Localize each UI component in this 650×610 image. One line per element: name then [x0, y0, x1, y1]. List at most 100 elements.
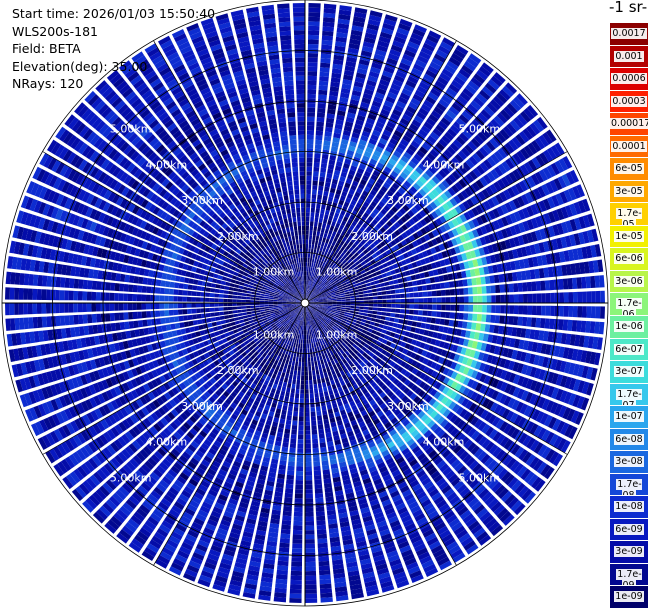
range-gate-cell	[400, 155, 410, 164]
range-gate-cell	[565, 264, 572, 276]
range-gate-cell	[345, 256, 350, 262]
range-gate-cell	[375, 146, 384, 154]
range-gate-cell	[235, 27, 248, 35]
range-gate-cell	[268, 203, 275, 210]
range-gate-cell	[431, 110, 442, 120]
range-gate-cell	[331, 296, 337, 299]
range-gate-cell	[209, 298, 215, 302]
range-gate-cell	[345, 61, 356, 68]
range-gate-cell	[256, 145, 264, 152]
range-gate-cell	[233, 317, 239, 321]
range-gate-cell	[210, 317, 216, 322]
range-gate-cell	[360, 135, 369, 142]
range-gate-cell	[483, 174, 492, 185]
range-gate-cell	[397, 96, 409, 105]
range-gate-cell	[307, 295, 311, 300]
range-gate-cell	[391, 274, 398, 280]
range-gate-cell	[582, 215, 591, 228]
range-gate-cell	[308, 16, 320, 22]
range-gate-cell	[309, 301, 314, 303]
range-gate-cell	[314, 240, 319, 246]
range-gate-cell	[309, 301, 314, 303]
range-gate-cell	[436, 195, 445, 205]
range-gate-cell	[316, 269, 320, 274]
range-gate-cell	[532, 293, 537, 303]
range-gate-cell	[432, 254, 439, 261]
range-gate-cell	[443, 213, 451, 222]
range-gate-cell	[324, 209, 330, 216]
range-gate-cell	[322, 30, 334, 37]
range-gate-cell	[322, 149, 330, 155]
range-gate-cell	[542, 167, 552, 180]
range-gate-cell	[373, 300, 378, 303]
range-gate-cell	[319, 289, 325, 294]
range-gate-cell	[497, 179, 506, 190]
range-gate-cell	[301, 216, 305, 222]
range-gate-cell	[479, 146, 489, 158]
range-gate-cell	[406, 276, 412, 282]
range-gate-cell	[206, 282, 212, 287]
range-gate-cell	[307, 262, 310, 267]
range-gate-cell	[259, 177, 266, 184]
range-gate-cell	[513, 236, 521, 247]
range-gate-cell	[402, 168, 411, 176]
range-gate-cell	[325, 275, 330, 280]
range-gate-cell	[295, 239, 299, 245]
range-gate-cell	[455, 45, 469, 56]
range-gate-cell	[380, 74, 392, 83]
range-gate-cell	[316, 264, 320, 270]
range-gate-cell	[419, 272, 425, 279]
range-gate-cell	[297, 221, 301, 227]
range-gate-cell	[247, 314, 253, 318]
range-gate-cell	[268, 54, 280, 61]
range-gate-cell	[362, 92, 373, 100]
range-gate-cell	[259, 74, 270, 81]
range-gate-cell	[477, 131, 488, 142]
range-gate-cell	[549, 180, 559, 193]
range-gate-cell	[346, 149, 355, 156]
range-gate-cell	[298, 139, 305, 145]
range-gate-cell	[320, 241, 325, 247]
range-gate-cell	[551, 238, 559, 251]
range-gate-cell	[497, 163, 507, 175]
range-gate-cell	[412, 286, 418, 292]
range-gate-cell	[366, 239, 373, 246]
range-gate-cell	[448, 83, 460, 94]
range-gate-cell	[289, 240, 293, 246]
range-gate-cell	[217, 17, 230, 26]
range-gate-cell	[294, 230, 298, 236]
range-gate-cell	[331, 178, 338, 185]
range-gate-cell	[312, 277, 315, 282]
range-gate-cell	[448, 281, 455, 288]
range-gate-cell	[287, 231, 291, 237]
range-gate-cell	[573, 233, 581, 246]
range-gate-cell	[370, 200, 378, 208]
range-gate-cell	[178, 283, 184, 289]
range-gate-cell	[375, 121, 385, 129]
range-gate-cell	[309, 262, 312, 268]
range-gate-cell	[387, 235, 394, 242]
range-gate-cell	[236, 31, 249, 39]
range-gate-cell	[371, 219, 378, 226]
range-gate-cell	[331, 72, 342, 79]
range-gate-cell	[469, 250, 477, 259]
range-gate-cell	[269, 188, 276, 195]
range-gate-cell	[451, 184, 460, 194]
range-gate-cell	[308, 271, 310, 277]
range-gate-cell	[450, 208, 459, 217]
range-gate-cell	[358, 291, 364, 295]
range-gate-cell	[105, 313, 111, 322]
range-gate-cell	[340, 292, 345, 296]
range-gate-cell	[535, 281, 541, 291]
range-gate-cell	[423, 156, 433, 165]
range-gate-cell	[376, 229, 383, 237]
range-gate-cell	[396, 210, 403, 218]
range-gate-cell	[249, 24, 262, 32]
range-gate-cell	[365, 166, 374, 174]
range-gate-cell	[322, 195, 328, 201]
range-gate-cell	[299, 239, 302, 245]
range-gate-cell	[306, 153, 313, 158]
range-gate-cell	[407, 75, 419, 85]
range-gate-cell	[594, 275, 600, 288]
range-gate-cell	[364, 32, 377, 40]
